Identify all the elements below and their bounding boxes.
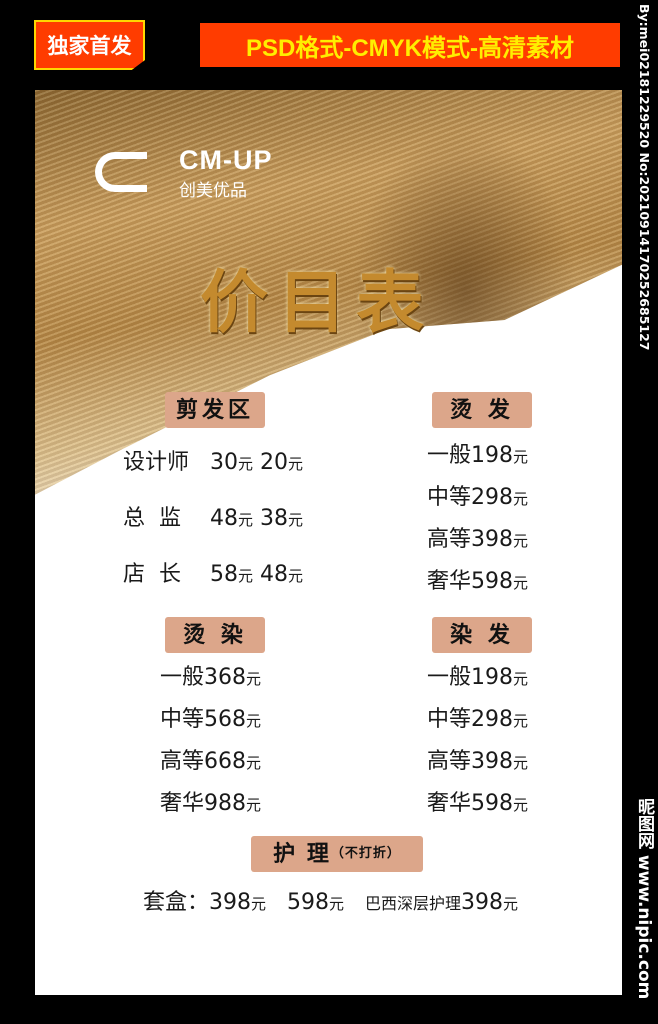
row-label: 一般	[427, 443, 472, 468]
box-price-1: 398	[209, 890, 252, 915]
cut-price-row: 总 监 48元 38元	[123, 506, 303, 533]
price: 668	[204, 749, 247, 774]
row-label: 总 监	[123, 506, 181, 531]
perm-price-row: 一般198元	[427, 443, 528, 470]
row-label: 高等	[160, 749, 205, 774]
unit: 元	[513, 490, 529, 508]
unit: 元	[513, 796, 529, 814]
logo-mark-icon	[95, 152, 147, 192]
exclusive-badge: 独家首发	[34, 20, 145, 70]
row-label: 奢华	[427, 791, 472, 816]
price-2: 20	[260, 450, 289, 475]
price: 198	[471, 443, 514, 468]
price: 368	[204, 665, 247, 690]
unit: 元	[238, 511, 254, 529]
price: 598	[471, 791, 514, 816]
watermark-id: By:mei02181229520 No:2021091417025268512…	[637, 4, 652, 351]
permdye-price-row: 一般368元	[160, 665, 261, 692]
price-1: 48	[210, 506, 238, 531]
row-label: 店 长	[123, 562, 181, 587]
logo-name: CM-UP	[179, 145, 273, 175]
price: 988	[204, 791, 247, 816]
price: 298	[471, 707, 514, 732]
unit: 元	[238, 455, 254, 473]
brazil-price: 398	[461, 890, 504, 915]
price: 398	[471, 527, 514, 552]
section-cut-title: 剪发区	[165, 392, 265, 428]
price: 198	[471, 665, 514, 690]
permdye-price-row: 高等668元	[160, 749, 261, 776]
price: 398	[471, 749, 514, 774]
brand-logo: CM-UP 创美优品	[95, 146, 295, 206]
unit: 元	[513, 754, 529, 772]
care-note: （不打折）	[330, 846, 401, 861]
permdye-price-row: 中等568元	[160, 707, 261, 734]
section-care-title: 护 理（不打折）	[251, 836, 423, 872]
care-title: 护 理	[273, 841, 331, 867]
unit: 元	[288, 455, 304, 473]
care-prices: 套盒：398元 598元 巴西深层护理398元	[143, 890, 518, 917]
row-label: 高等	[427, 527, 472, 552]
unit: 元	[246, 754, 262, 772]
price-2: 38	[260, 506, 289, 531]
price: 598	[471, 569, 514, 594]
unit: 元	[238, 567, 254, 585]
section-dye-title: 染 发	[432, 617, 532, 653]
row-label: 奢华	[160, 791, 205, 816]
row-label: 中等	[427, 707, 472, 732]
row-label: 高等	[427, 749, 472, 774]
price-1: 58	[210, 562, 238, 587]
cut-price-row: 设计师 30元 20元	[123, 450, 303, 477]
perm-price-row: 中等298元	[427, 485, 528, 512]
row-label: 奢华	[427, 569, 472, 594]
price-1: 30	[210, 450, 238, 475]
row-label: 一般	[427, 665, 472, 690]
unit: 元	[288, 511, 304, 529]
price-poster: CM-UP 创美优品 价目表 剪发区 烫 发 烫 染 染 发 护 理（不打折） …	[35, 90, 622, 995]
unit: 元	[513, 532, 529, 550]
unit: 元	[503, 895, 519, 913]
unit: 元	[288, 567, 304, 585]
watermark-site: 昵图网 www.nipic.com	[634, 798, 654, 1000]
perm-price-row: 高等398元	[427, 527, 528, 554]
section-permdye-title: 烫 染	[165, 617, 265, 653]
price: 298	[471, 485, 514, 510]
unit: 元	[513, 448, 529, 466]
section-perm-title: 烫 发	[432, 392, 532, 428]
row-label: 设计师	[123, 450, 190, 475]
unit: 元	[246, 796, 262, 814]
logo-cn: 创美优品	[179, 181, 247, 201]
permdye-price-row: 奢华988元	[160, 791, 261, 818]
unit: 元	[513, 574, 529, 592]
box-label: 套盒：	[143, 890, 210, 915]
format-banner: PSD格式-CMYK模式-高清素材	[200, 23, 620, 67]
dye-price-row: 高等398元	[427, 749, 528, 776]
unit: 元	[513, 670, 529, 688]
cut-price-row: 店 长 58元 48元	[123, 562, 303, 589]
unit: 元	[329, 895, 345, 913]
row-label: 中等	[160, 707, 205, 732]
perm-price-row: 奢华598元	[427, 569, 528, 596]
unit: 元	[513, 712, 529, 730]
page-title: 价目表	[200, 263, 435, 343]
dye-price-row: 中等298元	[427, 707, 528, 734]
row-label: 中等	[427, 485, 472, 510]
dye-price-row: 一般198元	[427, 665, 528, 692]
brazil-label: 巴西深层护理	[365, 894, 462, 913]
box-price-2: 598	[287, 890, 330, 915]
price: 568	[204, 707, 247, 732]
dye-price-row: 奢华598元	[427, 791, 528, 818]
unit: 元	[246, 712, 262, 730]
row-label: 一般	[160, 665, 205, 690]
unit: 元	[246, 670, 262, 688]
price-2: 48	[260, 562, 289, 587]
unit: 元	[251, 895, 267, 913]
